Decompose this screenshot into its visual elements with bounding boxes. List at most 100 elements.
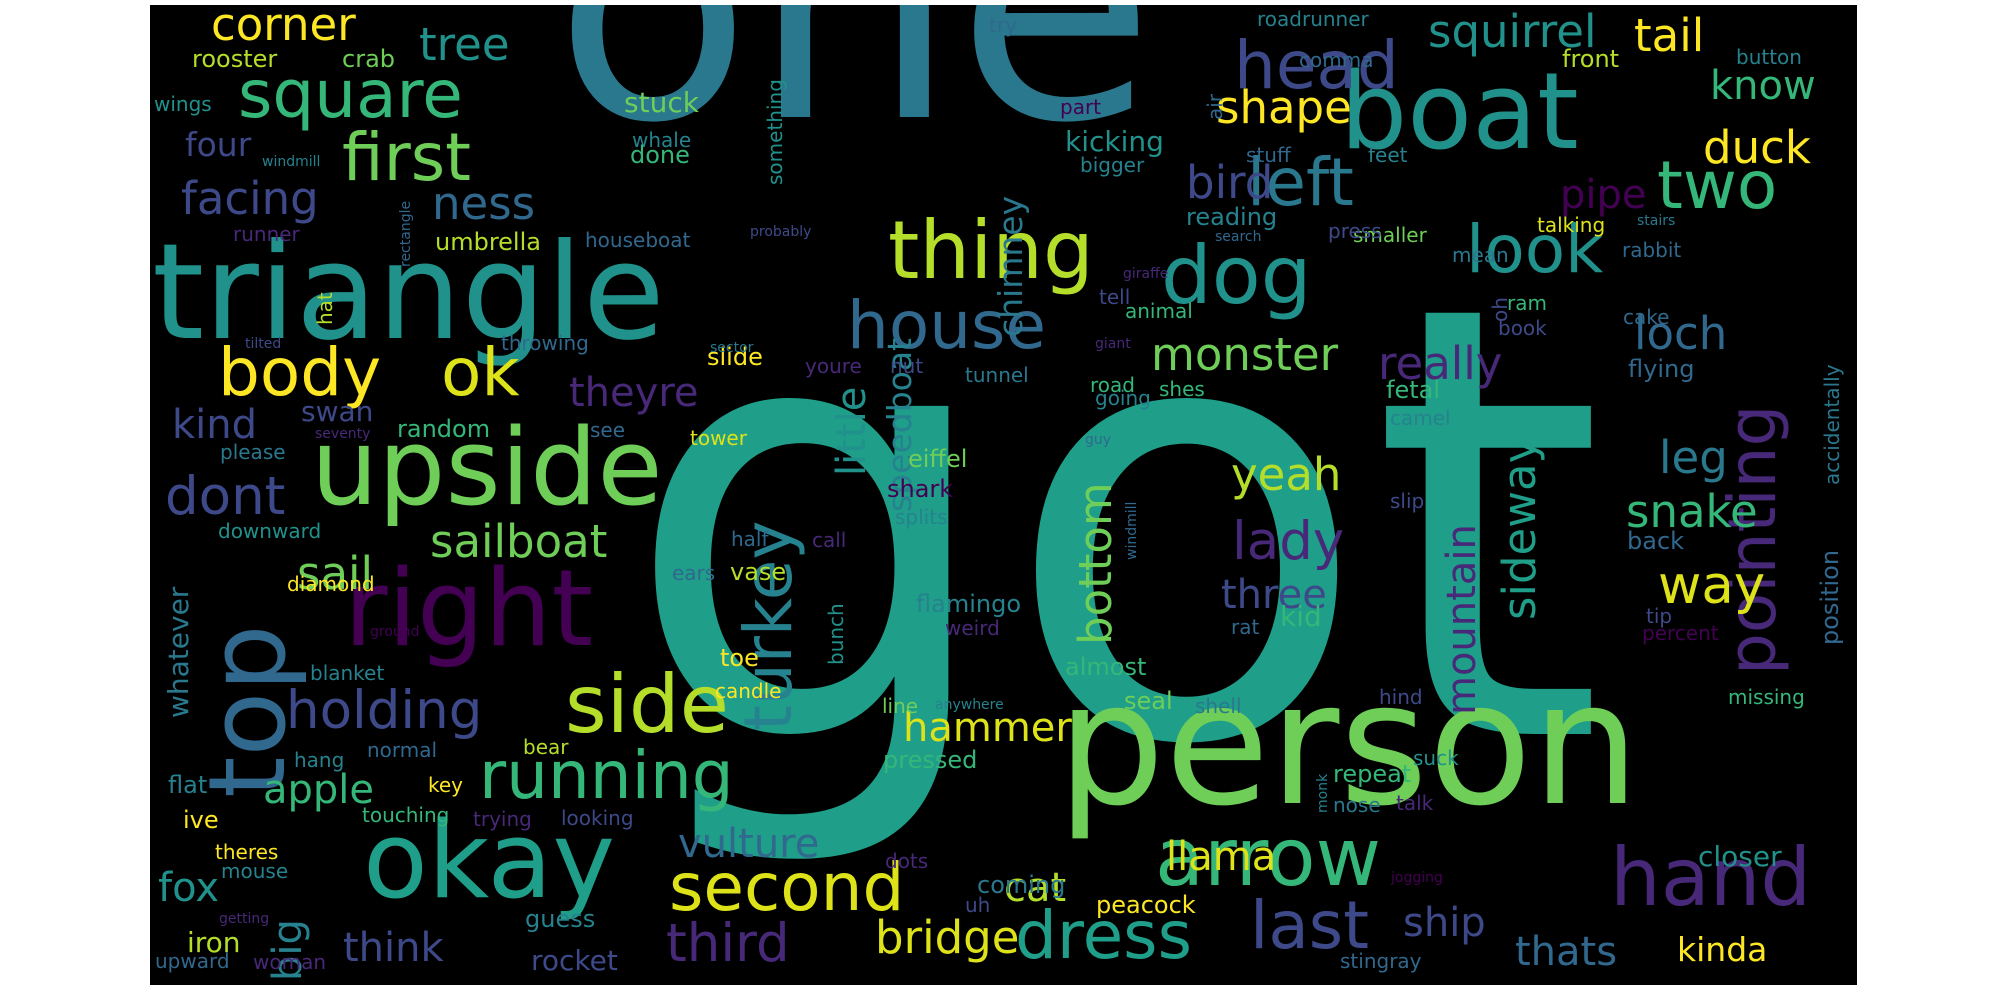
word: flat xyxy=(168,771,208,799)
word: shes xyxy=(1159,377,1205,401)
word: holding xyxy=(286,680,483,741)
word: kid xyxy=(1280,600,1322,633)
word: try xyxy=(989,13,1017,37)
word: reading xyxy=(1186,203,1278,231)
word: bridge xyxy=(875,911,1020,964)
word: theyre xyxy=(569,370,699,416)
word: ram xyxy=(1507,291,1547,315)
word: looking xyxy=(561,806,634,830)
word: got xyxy=(622,177,1606,876)
word: corner xyxy=(211,5,356,51)
word: runner xyxy=(233,222,300,246)
word: theres xyxy=(215,840,279,864)
word: button xyxy=(1736,45,1802,69)
word: front xyxy=(1562,45,1620,73)
word: stuck xyxy=(624,86,699,119)
word: hind xyxy=(1379,685,1423,709)
word: fox xyxy=(158,865,219,911)
word: coming xyxy=(977,871,1066,899)
word: body xyxy=(218,334,382,411)
word: snake xyxy=(1626,485,1758,538)
word: dont xyxy=(165,466,286,527)
word: bird xyxy=(1186,156,1274,209)
word: seventy xyxy=(315,426,371,442)
word: weird xyxy=(945,616,1000,640)
word: tail xyxy=(1634,9,1705,62)
word: position xyxy=(1816,549,1844,645)
word: rabbit xyxy=(1622,238,1682,262)
word: done xyxy=(630,141,690,169)
word: talk xyxy=(1396,791,1434,815)
word: uh xyxy=(965,893,991,917)
word: kinda xyxy=(1677,930,1768,969)
word: air xyxy=(1203,93,1227,120)
word: rooster xyxy=(192,45,278,73)
word: toe xyxy=(720,644,759,672)
word: look xyxy=(1466,211,1604,288)
word: downward xyxy=(218,519,322,543)
word: stairs xyxy=(1637,213,1676,229)
word: nut xyxy=(890,354,924,378)
word: hand xyxy=(1610,831,1812,924)
word: flying xyxy=(1628,355,1695,383)
word: wings xyxy=(154,92,212,116)
word: three xyxy=(1221,572,1327,618)
word: diamond xyxy=(287,572,375,596)
word: repeat xyxy=(1333,760,1412,788)
word: hat xyxy=(313,292,337,325)
word: throwing xyxy=(501,331,589,355)
word: jogging xyxy=(1391,870,1443,886)
word: vulture xyxy=(678,821,820,867)
word: monk xyxy=(1315,773,1331,813)
word: guy xyxy=(1085,432,1112,448)
word: duck xyxy=(1703,121,1811,174)
word: windmill xyxy=(262,154,321,170)
word: book xyxy=(1498,316,1547,340)
word: yeah xyxy=(1231,448,1342,501)
word: right xyxy=(344,547,594,670)
word: please xyxy=(220,440,286,464)
word: person xyxy=(1057,646,1640,844)
word: thing xyxy=(888,204,1094,297)
word: back xyxy=(1627,527,1685,555)
word: missing xyxy=(1728,685,1805,709)
word: fetal xyxy=(1386,376,1440,404)
word: hang xyxy=(294,748,345,772)
word: side xyxy=(565,658,729,751)
word: llama xyxy=(1166,834,1277,880)
word: squirrel xyxy=(1428,5,1597,58)
word: dots xyxy=(885,849,929,873)
word: bear xyxy=(523,735,569,759)
word: percent xyxy=(1642,621,1719,645)
word: woman xyxy=(253,950,327,974)
word: normal xyxy=(367,738,438,762)
word: first xyxy=(342,119,471,196)
word: windmill xyxy=(1124,501,1140,560)
word: call xyxy=(812,528,847,552)
word: sector xyxy=(710,340,754,356)
word: flamingo xyxy=(916,590,1021,618)
word: ship xyxy=(1403,900,1486,946)
word: swan xyxy=(301,395,374,428)
word: two xyxy=(1657,147,1778,224)
word: press xyxy=(1328,219,1382,243)
word: think xyxy=(343,925,444,971)
word: head xyxy=(1234,27,1399,104)
word: last xyxy=(1250,887,1370,964)
word: almost xyxy=(1065,653,1147,681)
word: left xyxy=(1247,144,1354,221)
word: roadrunner xyxy=(1257,7,1369,31)
word: animal xyxy=(1125,299,1193,323)
word: okay xyxy=(363,799,616,922)
word: probably xyxy=(750,224,812,240)
word: third xyxy=(666,913,790,974)
word: rocket xyxy=(531,944,618,977)
word: cake xyxy=(1623,305,1670,329)
word: slide xyxy=(707,343,763,371)
word: upside xyxy=(311,406,663,529)
word: something xyxy=(763,79,787,185)
word: giraffe xyxy=(1123,266,1169,282)
word: way xyxy=(1658,555,1766,616)
word: tree xyxy=(419,18,510,71)
word: chimney xyxy=(991,195,1030,337)
